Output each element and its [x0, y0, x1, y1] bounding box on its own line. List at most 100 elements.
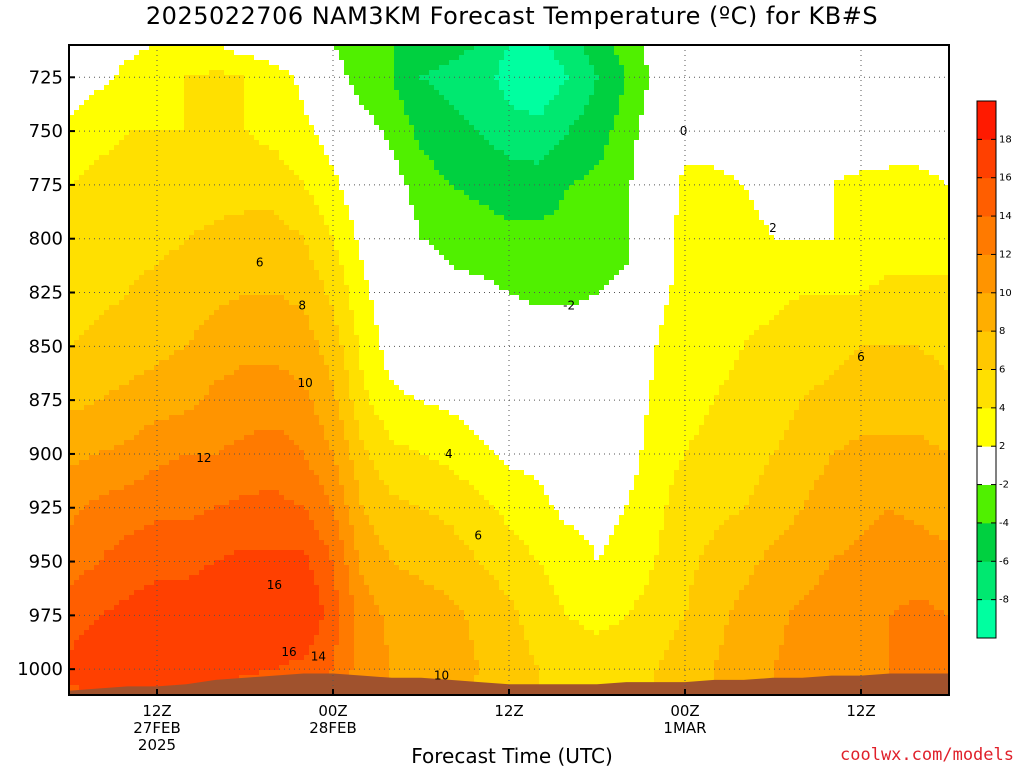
- field-cell: [774, 135, 780, 141]
- field-cell: [364, 75, 370, 81]
- field-cell: [69, 165, 75, 171]
- field-cell: [694, 120, 700, 126]
- field-cell: [389, 105, 395, 111]
- field-cell: [764, 150, 770, 156]
- field-cell: [599, 140, 605, 146]
- field-cell: [554, 125, 560, 131]
- field-cell: [914, 85, 920, 91]
- field-cell: [224, 60, 230, 66]
- field-cell: [729, 170, 735, 176]
- field-cell: [329, 180, 335, 186]
- field-cell: [444, 110, 450, 116]
- field-cell: [384, 185, 390, 191]
- field-cell: [789, 95, 795, 101]
- field-cell: [109, 100, 115, 106]
- field-cell: [154, 100, 160, 106]
- field-cell: [179, 55, 185, 61]
- field-cell: [599, 90, 605, 96]
- field-cell: [174, 145, 180, 151]
- field-cell: [589, 90, 595, 96]
- field-cell: [844, 60, 850, 66]
- field-cell: [324, 110, 330, 116]
- field-cell: [374, 90, 380, 96]
- field-cell: [729, 160, 735, 166]
- field-cell: [434, 110, 440, 116]
- field-cell: [739, 140, 745, 146]
- field-cell: [824, 125, 830, 131]
- field-cell: [419, 130, 425, 136]
- field-cell: [524, 105, 530, 111]
- field-cell: [89, 140, 95, 146]
- field-cell: [784, 165, 790, 171]
- field-cell: [919, 115, 925, 121]
- field-cell: [424, 60, 430, 66]
- field-cell: [104, 85, 110, 91]
- field-cell: [884, 85, 890, 91]
- field-cell: [319, 185, 325, 191]
- field-cell: [714, 135, 720, 141]
- field-cell: [609, 140, 615, 146]
- field-cell: [204, 55, 210, 61]
- field-cell: [129, 170, 135, 176]
- field-cell: [404, 125, 410, 131]
- field-cell: [554, 135, 560, 141]
- field-cell: [459, 90, 465, 96]
- field-cell: [344, 90, 350, 96]
- field-cell: [594, 145, 600, 151]
- field-cell: [849, 125, 855, 131]
- field-cell: [129, 90, 135, 96]
- field-cell: [934, 85, 940, 91]
- field-cell: [714, 180, 720, 186]
- field-cell: [859, 110, 865, 116]
- field-cell: [429, 60, 435, 66]
- field-cell: [699, 120, 705, 126]
- field-cell: [199, 60, 205, 66]
- field-cell: [334, 165, 340, 171]
- field-cell: [389, 100, 395, 106]
- field-cell: [254, 75, 260, 81]
- field-cell: [924, 50, 930, 56]
- field-cell: [519, 55, 525, 61]
- field-cell: [544, 160, 550, 166]
- field-cell: [104, 65, 110, 71]
- field-cell: [834, 150, 840, 156]
- field-cell: [584, 70, 590, 76]
- field-cell: [469, 100, 475, 106]
- field-cell: [594, 110, 600, 116]
- field-cell: [179, 80, 185, 86]
- field-cell: [669, 95, 675, 101]
- field-cell: [299, 60, 305, 66]
- field-cell: [824, 150, 830, 156]
- field-cell: [354, 165, 360, 171]
- field-cell: [114, 90, 120, 96]
- field-cell: [724, 135, 730, 141]
- field-cell: [869, 45, 875, 51]
- field-cell: [749, 85, 755, 91]
- field-cell: [864, 115, 870, 121]
- field-cell: [919, 160, 925, 166]
- field-cell: [819, 80, 825, 86]
- field-cell: [404, 100, 410, 106]
- field-cell: [754, 80, 760, 86]
- field-cell: [879, 105, 885, 111]
- field-cell: [119, 90, 125, 96]
- field-cell: [919, 60, 925, 66]
- field-cell: [454, 145, 460, 151]
- field-cell: [189, 110, 195, 116]
- field-cell: [654, 120, 660, 126]
- field-cell: [559, 180, 565, 186]
- field-cell: [829, 145, 835, 151]
- field-cell: [104, 155, 110, 161]
- field-cell: [539, 170, 545, 176]
- field-cell: [714, 80, 720, 86]
- field-cell: [344, 100, 350, 106]
- field-cell: [124, 130, 130, 136]
- field-cell: [134, 130, 140, 136]
- field-cell: [534, 170, 540, 176]
- field-cell: [859, 130, 865, 136]
- field-cell: [634, 105, 640, 111]
- field-cell: [939, 60, 945, 66]
- field-cell: [94, 185, 100, 191]
- field-cell: [339, 105, 345, 111]
- field-cell: [819, 100, 825, 106]
